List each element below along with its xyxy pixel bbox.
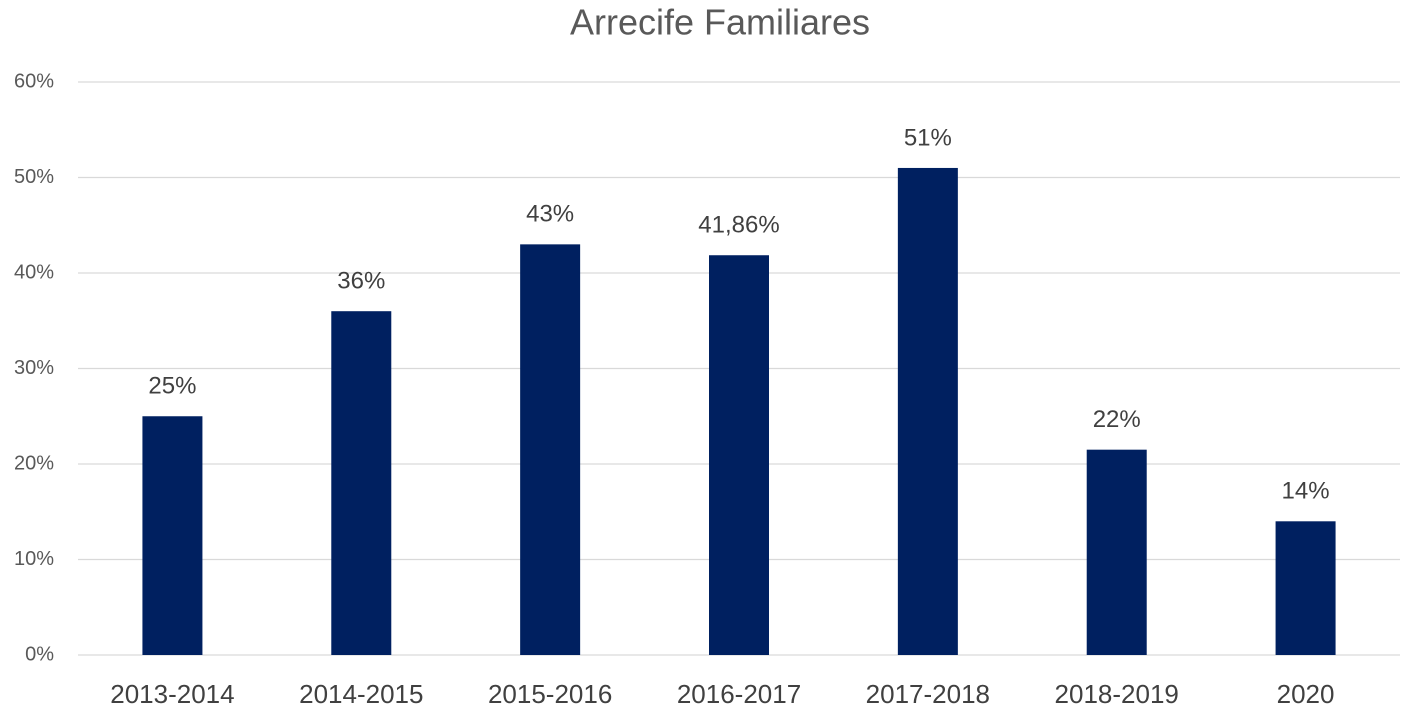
x-tick-label: 2013-2014 [110,679,234,709]
x-tick-label: 2015-2016 [488,679,612,709]
y-tick-label: 60% [14,70,54,92]
y-tick-label: 30% [14,357,54,379]
x-tick-label: 2016-2017 [677,679,801,709]
bar [520,244,581,655]
x-tick-label: 2017-2018 [866,679,990,709]
bar [1086,449,1147,655]
data-label: 51% [904,124,952,151]
y-tick-label: 0% [25,643,54,665]
bar [1275,521,1336,655]
data-label: 41,86% [698,212,779,239]
data-label: 14% [1282,478,1330,505]
x-tick-label: 2014-2015 [299,679,423,709]
data-label: 36% [337,268,385,295]
data-label: 43% [526,201,574,228]
x-tick-label: 2018-2019 [1055,679,1179,709]
bar [897,167,958,655]
y-tick-label: 40% [14,261,54,283]
data-label: 22% [1093,406,1141,433]
y-tick-label: 50% [14,166,54,188]
bar [142,416,203,655]
y-tick-label: 20% [14,452,54,474]
y-tick-label: 10% [14,548,54,570]
x-tick-label: 2020 [1277,679,1335,709]
bar [709,255,769,655]
bar [331,311,392,655]
data-label: 25% [148,373,196,400]
chart-title: Arrecife Familiares [570,2,870,43]
